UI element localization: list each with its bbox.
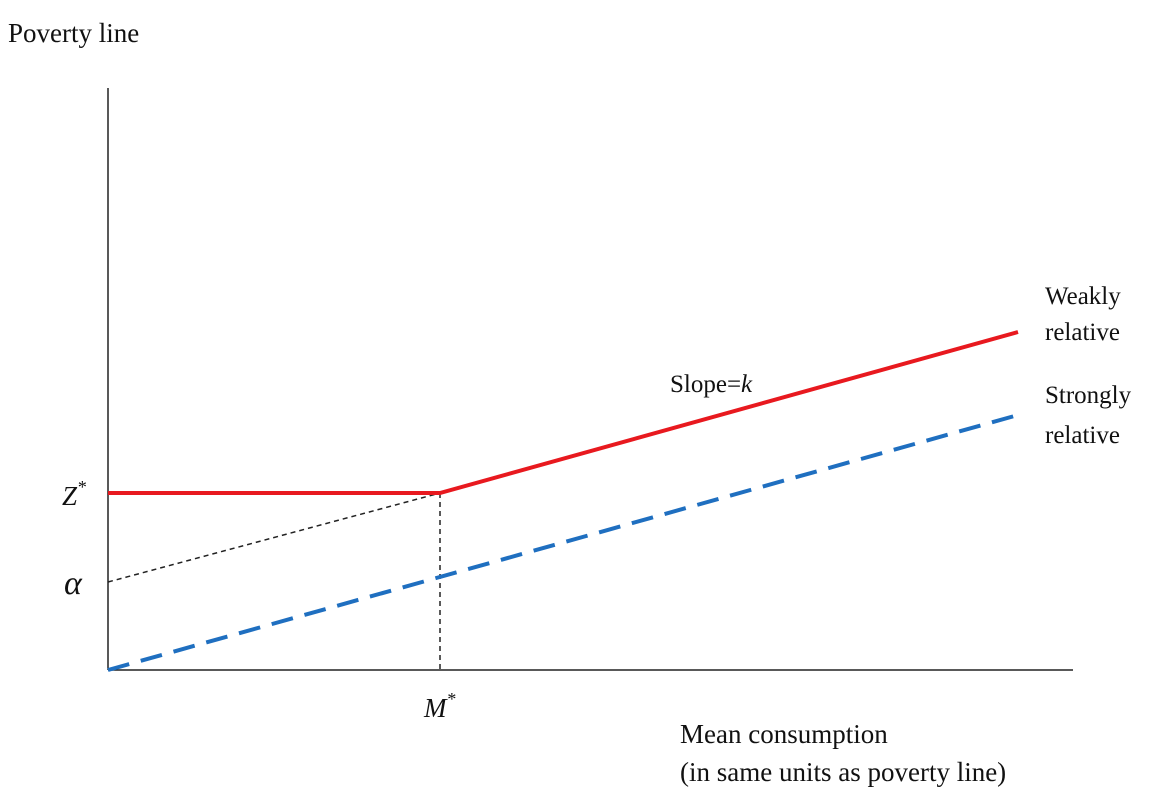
tick-symbol: M — [423, 693, 448, 723]
line-label: relative — [1045, 422, 1120, 449]
line-label: relative — [1045, 319, 1120, 346]
annotation-variable: k — [741, 371, 753, 398]
tick-symbol: Z — [62, 481, 78, 511]
x-axis-label: Mean consumption — [680, 719, 888, 749]
intercept-guide — [107, 492, 441, 583]
line-label: Strongly — [1045, 382, 1132, 409]
x-axis-label: (in same units as poverty line) — [680, 757, 1006, 787]
y-axis-label: Poverty line — [8, 18, 139, 48]
annotation-text: Slope= — [670, 371, 741, 398]
y-tick-label: α — [64, 565, 83, 602]
slope-annotation: Slope=k — [670, 371, 753, 398]
tick-superscript: * — [447, 689, 456, 709]
line-label: Weakly — [1045, 283, 1121, 310]
y-tick-label: Z* — [62, 477, 86, 511]
weakly-relative-line — [108, 330, 1019, 495]
tick-superscript: * — [77, 477, 86, 497]
strongly-relative-line — [107, 413, 1019, 672]
x-tick-label: M* — [423, 689, 456, 723]
